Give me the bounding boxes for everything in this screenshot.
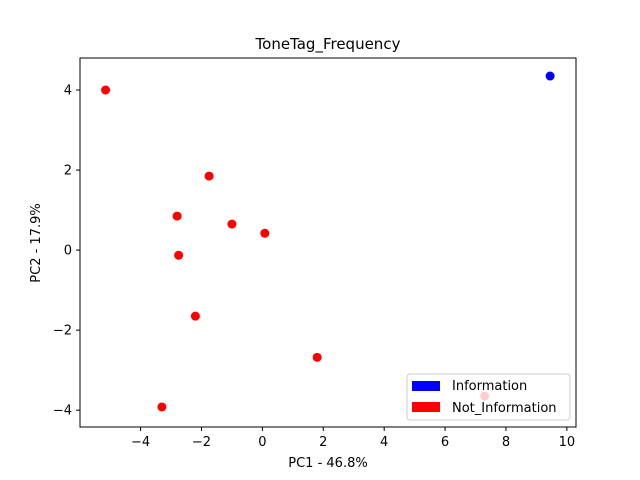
data-point-not-information xyxy=(174,250,184,260)
data-point-not-information xyxy=(204,171,214,181)
y-tick-label: 0 xyxy=(64,244,72,259)
legend-swatch-not-information xyxy=(412,402,440,412)
data-point-not-information xyxy=(312,352,322,362)
legend: Information Not_Information xyxy=(406,373,571,421)
data-point-information xyxy=(545,71,555,81)
points-layer xyxy=(101,71,555,412)
legend-frame xyxy=(406,373,571,421)
data-point-not-information xyxy=(157,402,167,412)
x-tick-label: −4 xyxy=(131,435,150,450)
chart-title: ToneTag_Frequency xyxy=(255,35,401,54)
x-tick-label: 6 xyxy=(441,435,449,450)
data-point-not-information xyxy=(260,228,270,238)
x-tick-label: 2 xyxy=(319,435,327,450)
legend-swatch-information xyxy=(412,381,440,391)
y-axis-ticks: −4 −2 0 2 4 xyxy=(53,84,80,419)
data-point-not-information xyxy=(172,211,182,221)
y-tick-label: 4 xyxy=(64,84,72,99)
x-tick-label: 8 xyxy=(502,435,510,450)
x-tick-label: 4 xyxy=(380,435,388,450)
data-point-not-information xyxy=(101,85,111,95)
y-axis-label: PC2 - 17.9% xyxy=(29,203,44,282)
x-tick-label: 10 xyxy=(559,435,576,450)
axes-frame xyxy=(79,57,577,428)
data-point-not-information xyxy=(227,219,237,229)
legend-label-information: Information xyxy=(452,379,527,394)
y-tick-label: 2 xyxy=(64,164,72,179)
x-tick-label: −2 xyxy=(192,435,211,450)
legend-label-not-information: Not_Information xyxy=(452,401,557,416)
x-axis-label: PC1 - 46.8% xyxy=(288,456,367,471)
plot-area-background xyxy=(80,58,576,427)
y-tick-label: −2 xyxy=(53,324,72,339)
x-axis-ticks: −4 −2 0 2 4 6 8 10 xyxy=(131,427,575,450)
x-tick-label: 0 xyxy=(258,435,266,450)
data-point-not-information xyxy=(190,311,200,321)
y-tick-label: −4 xyxy=(53,404,72,419)
